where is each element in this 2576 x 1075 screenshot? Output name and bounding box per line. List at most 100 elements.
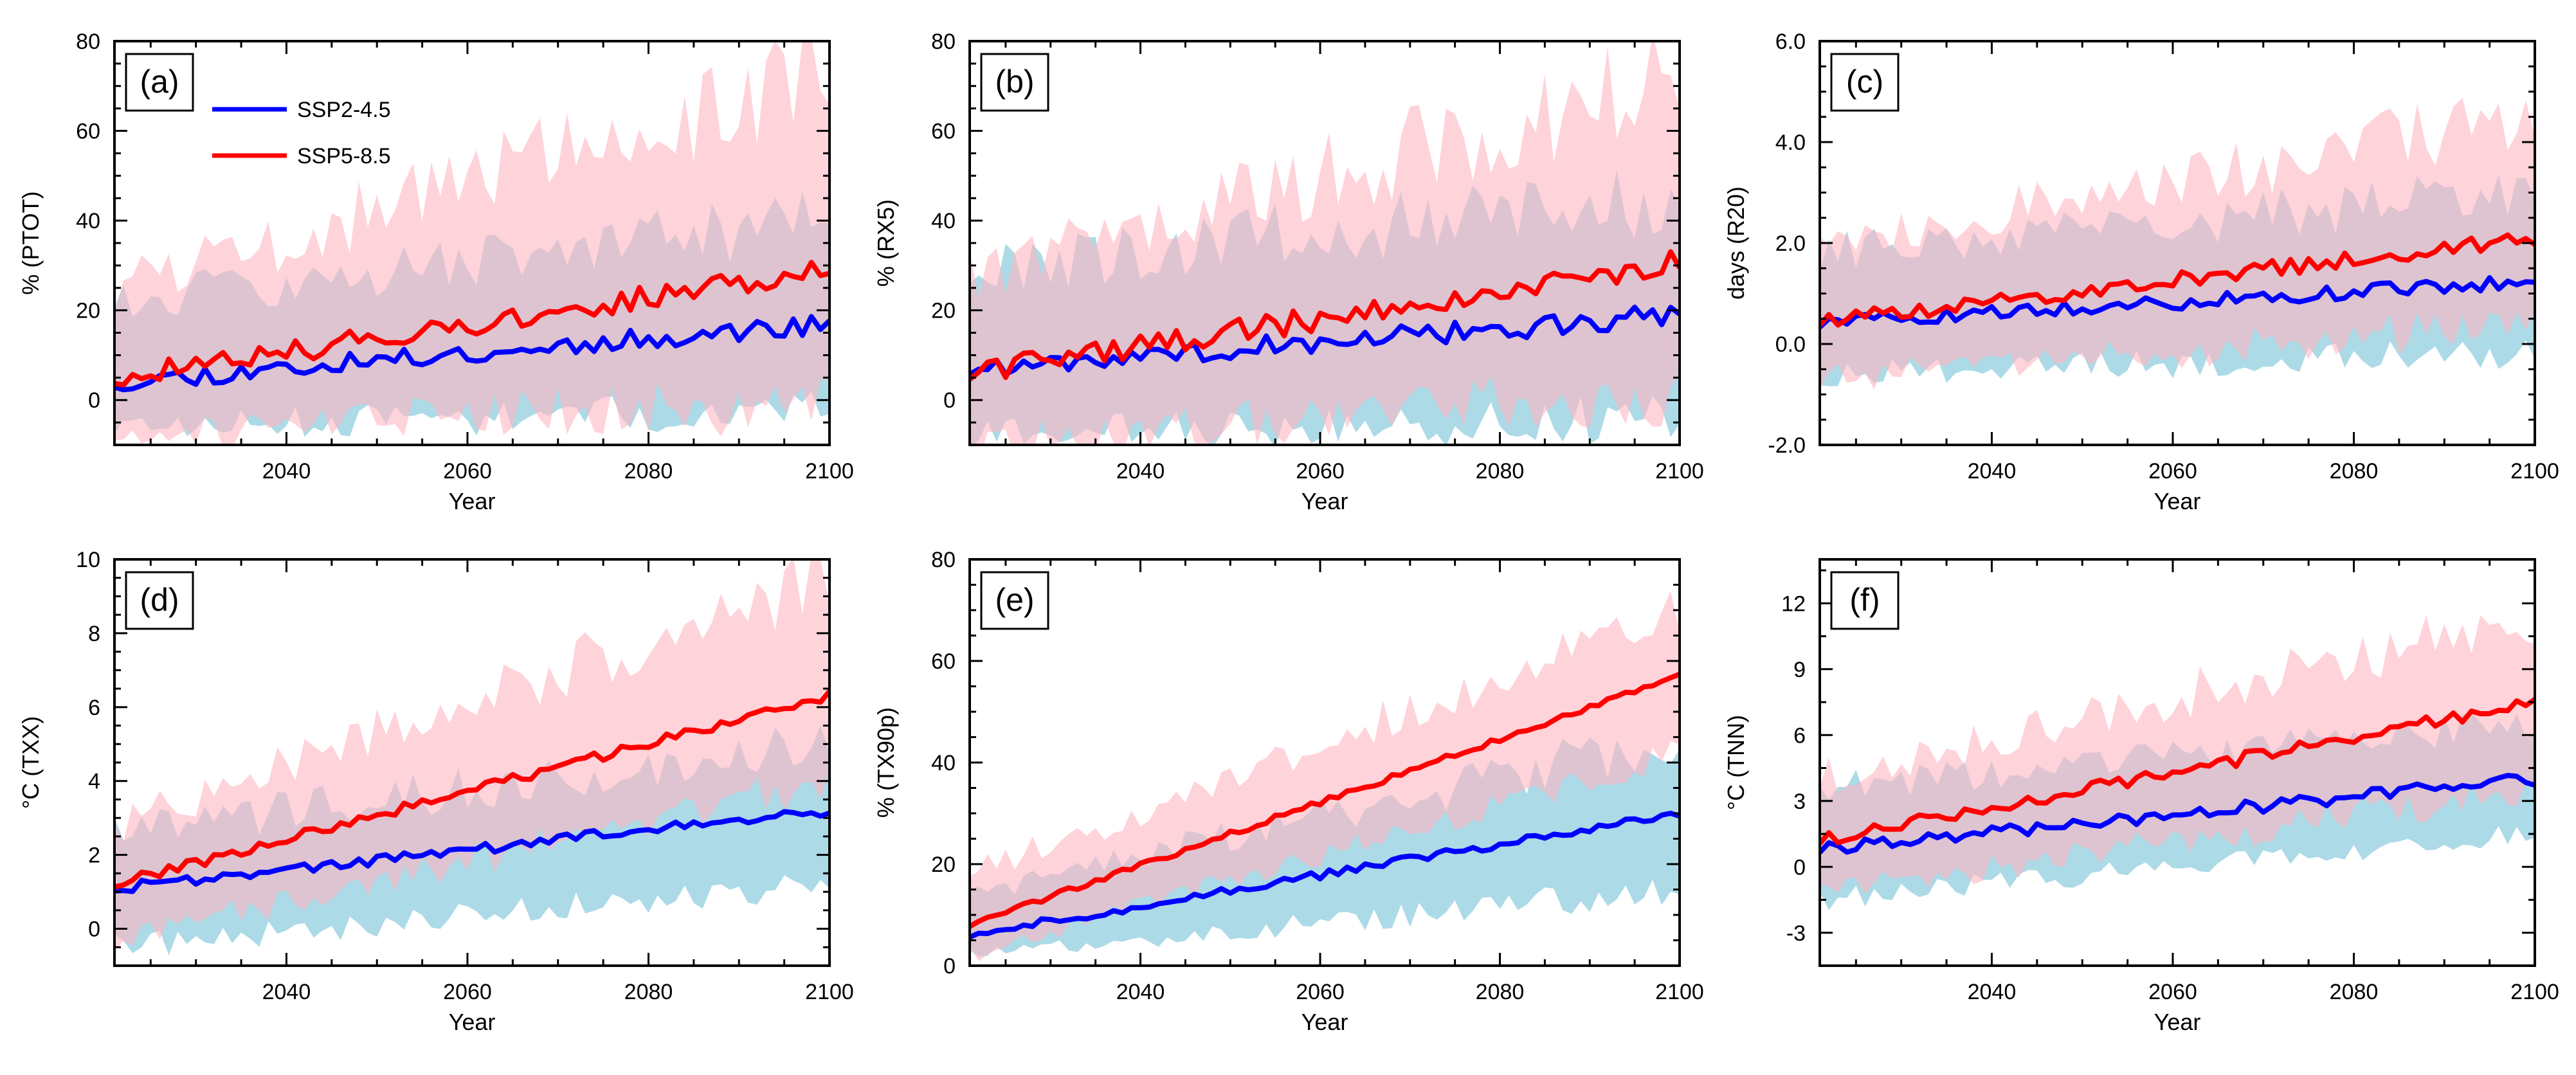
y-tick-label: 2.0 xyxy=(1775,231,1806,256)
plot-frame xyxy=(1819,558,2536,967)
series-line-ssp245 xyxy=(970,810,1680,940)
y-tick-label: 4 xyxy=(88,770,100,794)
y-tick-label: 0 xyxy=(1793,855,1806,880)
band-ssp585 xyxy=(114,41,830,445)
plot-area xyxy=(1820,98,2535,390)
x-tick-label: 2040 xyxy=(1116,459,1165,483)
x-tick-label: 2040 xyxy=(1968,980,2017,1004)
x-tick-label: 2060 xyxy=(2148,980,2197,1004)
series-line-ssp585 xyxy=(114,260,830,388)
y-tick-label: 40 xyxy=(931,751,956,775)
y-axis-label: °C (TNN) xyxy=(1723,715,1749,810)
y-axis-label: % (RX5) xyxy=(873,199,899,287)
x-tick-label: 2100 xyxy=(1655,980,1704,1004)
plot-area xyxy=(114,41,830,445)
panel-f: 2040 2060 2080 2100 -3 0 3 6 9 12 Year °C (TNN) (f) xyxy=(1723,558,2559,1035)
series-line-ssp245 xyxy=(114,809,830,894)
y-tick-label: 6 xyxy=(1793,723,1806,748)
y-tick-label: 10 xyxy=(76,548,100,572)
panel-label: (f) xyxy=(1849,582,1880,618)
y-tick-label: 12 xyxy=(1781,592,1806,616)
x-tick-label: 2060 xyxy=(443,459,492,483)
series-line-ssp585 xyxy=(1820,697,2535,845)
y-tick-label: 60 xyxy=(931,649,956,674)
y-tick-label: 8 xyxy=(88,622,100,646)
x-tick-label: 2080 xyxy=(2330,980,2379,1004)
y-tick-label: 0 xyxy=(88,917,100,942)
y-tick-label: 60 xyxy=(76,120,100,144)
x-tick-label: 2080 xyxy=(624,980,673,1004)
band-ssp585 xyxy=(1820,615,2535,895)
band-ssp585 xyxy=(970,41,1680,445)
panel-label-box xyxy=(125,53,194,112)
legend-label: SSP2-4.5 xyxy=(297,98,391,122)
x-tick-label: 2040 xyxy=(1116,980,1165,1004)
x-tick-label: 2100 xyxy=(2510,459,2559,483)
x-tick-label: 2040 xyxy=(1968,459,2017,483)
series-line-ssp245 xyxy=(1820,773,2535,855)
panel-c: 2040 2060 2080 2100 -2.0 0.0 2.0 4.0 6.0 Year days… xyxy=(1723,30,2559,514)
y-tick-label: 0 xyxy=(943,388,956,413)
panel-label: (a) xyxy=(140,64,179,100)
panel-label-box xyxy=(1830,53,1900,112)
series-line-ssp585 xyxy=(1820,232,2535,328)
y-tick-label: 80 xyxy=(931,548,956,572)
panel-d: 2040 2060 2080 2100 0 2 4 6 8 10 Year °C (TXX) (d) xyxy=(17,548,854,1035)
y-tick-label: 80 xyxy=(76,30,100,54)
y-axis-label: days (R20) xyxy=(1723,186,1749,300)
y-tick-label: 9 xyxy=(1793,658,1806,682)
y-tick-label: 40 xyxy=(931,209,956,233)
x-axis-label: Year xyxy=(1302,1009,1348,1035)
x-tick-label: 2100 xyxy=(805,459,854,483)
y-tick-label: -3 xyxy=(1786,921,1806,946)
y-tick-label: 20 xyxy=(931,853,956,877)
x-tick-label: 2100 xyxy=(2510,980,2559,1004)
panel-label-box xyxy=(125,571,194,630)
y-tick-label: 6 xyxy=(88,696,100,720)
panel-label: (d) xyxy=(140,582,179,618)
x-tick-label: 2060 xyxy=(443,980,492,1004)
y-tick-label: 0.0 xyxy=(1775,332,1806,357)
panel-label-box xyxy=(980,53,1049,112)
plot-area xyxy=(114,559,830,955)
x-axis-label: Year xyxy=(2154,488,2201,514)
y-tick-label: 0 xyxy=(943,954,956,979)
y-tick-label: 0 xyxy=(88,388,100,413)
x-tick-label: 2040 xyxy=(262,980,311,1004)
y-tick-label: -2.0 xyxy=(1768,433,1806,458)
x-tick-label: 2080 xyxy=(1476,459,1525,483)
series-line-ssp245 xyxy=(1820,275,2535,330)
plot-area xyxy=(1820,615,2535,910)
y-tick-label: 3 xyxy=(1793,790,1806,814)
y-tick-label: 80 xyxy=(931,30,956,54)
band-ssp585 xyxy=(970,591,1680,962)
x-tick-label: 2080 xyxy=(624,459,673,483)
panel-label: (c) xyxy=(1846,64,1883,100)
y-tick-label: 20 xyxy=(76,299,100,323)
y-tick-label: 60 xyxy=(931,120,956,144)
y-tick-label: 4.0 xyxy=(1775,131,1806,155)
x-tick-label: 2060 xyxy=(1296,980,1345,1004)
series-line-ssp585 xyxy=(970,671,1680,929)
y-axis-label: % (TX90p) xyxy=(873,707,899,818)
panel-label-box xyxy=(1830,571,1900,630)
x-tick-label: 2100 xyxy=(805,980,854,1004)
y-tick-label: 6.0 xyxy=(1775,30,1806,54)
series-line-ssp585 xyxy=(970,249,1680,382)
y-axis-label: °C (TXX) xyxy=(17,716,44,809)
x-tick-label: 2080 xyxy=(1476,980,1525,1004)
band-ssp585 xyxy=(114,559,830,950)
y-axis-label: % (PTOT) xyxy=(17,191,44,294)
plot-area xyxy=(970,591,1680,962)
x-axis-label: Year xyxy=(1302,488,1348,514)
x-tick-label: 2060 xyxy=(1296,459,1345,483)
legend: SSP2-4.5 SSP5-8.5 xyxy=(212,98,391,168)
y-tick-label: 40 xyxy=(76,209,100,233)
series-line-ssp585 xyxy=(114,689,830,890)
series-line-ssp245 xyxy=(970,304,1680,377)
y-tick-label: 2 xyxy=(88,844,100,868)
plot-area xyxy=(970,41,1680,445)
